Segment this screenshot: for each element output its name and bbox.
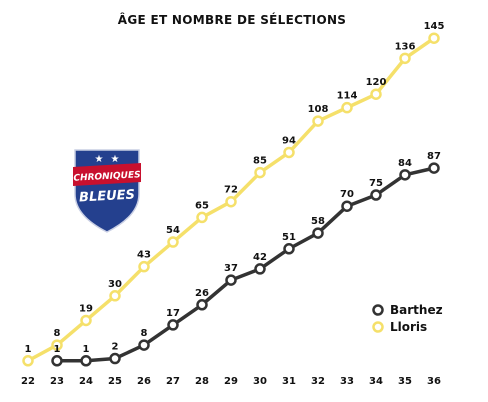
- data-point-barthez: [138, 339, 150, 351]
- data-label-lloris: 30: [108, 279, 122, 290]
- data-point-barthez: [370, 189, 382, 201]
- data-point-barthez: [225, 274, 237, 286]
- data-point-lloris: [51, 339, 63, 351]
- x-tick-label: 29: [224, 376, 238, 387]
- x-tick-label: 35: [398, 376, 412, 387]
- data-label-barthez: 37: [224, 263, 238, 274]
- x-tick-label: 30: [253, 376, 267, 387]
- data-point-barthez: [51, 355, 63, 367]
- x-tick-label: 27: [166, 376, 180, 387]
- data-point-lloris: [109, 290, 121, 302]
- legend-marker-lloris: [372, 321, 384, 333]
- data-label-lloris: 19: [79, 303, 93, 314]
- x-tick-label: 32: [311, 376, 325, 387]
- data-label-lloris: 136: [395, 41, 416, 52]
- data-point-barthez: [283, 243, 295, 255]
- chronique-bleues-logo: ★ ★ CHRONIQUES BLEUES: [73, 149, 141, 233]
- data-point-lloris: [428, 32, 440, 44]
- data-point-barthez: [341, 200, 353, 212]
- legend: Barthez Lloris: [372, 303, 443, 334]
- data-point-lloris: [341, 101, 353, 114]
- data-label-lloris: 65: [195, 200, 209, 211]
- data-label-barthez: 84: [398, 158, 412, 169]
- logo-line2: BLEUES: [79, 188, 136, 206]
- data-point-lloris: [196, 211, 208, 224]
- x-tick-label: 23: [50, 376, 64, 387]
- data-point-barthez: [428, 162, 440, 174]
- data-point-barthez: [399, 169, 411, 181]
- x-tick-label: 24: [79, 376, 93, 387]
- data-point-lloris: [370, 88, 382, 100]
- data-point-barthez: [196, 299, 208, 311]
- data-label-lloris: 108: [308, 104, 329, 115]
- data-label-barthez: 8: [141, 328, 148, 339]
- data-point-lloris: [283, 146, 295, 159]
- data-point-lloris: [167, 236, 179, 248]
- legend-label-barthez: Barthez: [390, 303, 443, 317]
- logo-red-band: [73, 163, 141, 186]
- data-label-barthez: 87: [427, 151, 441, 162]
- x-tick-label: 31: [282, 376, 296, 387]
- data-label-barthez: 58: [311, 216, 325, 227]
- data-label-barthez: 1: [83, 344, 90, 355]
- legend-marker-barthez: [372, 304, 384, 316]
- data-label-lloris: 72: [224, 185, 238, 196]
- x-tick-label: 34: [369, 376, 383, 387]
- data-label-lloris: 120: [366, 77, 387, 88]
- x-tick-label: 26: [137, 376, 151, 387]
- data-label-lloris: 54: [166, 225, 180, 236]
- data-label-lloris: 43: [137, 250, 151, 261]
- x-tick-label: 33: [340, 376, 354, 387]
- data-label-lloris: 94: [282, 135, 296, 146]
- data-label-barthez: 17: [166, 308, 180, 319]
- data-label-barthez: 42: [253, 252, 267, 263]
- data-point-barthez: [80, 355, 92, 367]
- data-point-lloris: [138, 260, 150, 273]
- data-label-lloris: 8: [54, 328, 61, 339]
- data-point-lloris: [22, 355, 34, 367]
- data-label-barthez: 1: [54, 344, 61, 355]
- data-point-barthez: [167, 319, 179, 331]
- data-point-lloris: [80, 314, 92, 327]
- data-point-lloris: [225, 195, 237, 208]
- data-point-lloris: [312, 115, 324, 127]
- data-point-lloris: [399, 52, 411, 65]
- data-label-lloris: 1: [25, 344, 32, 355]
- x-tick-label: 28: [195, 376, 209, 387]
- data-label-barthez: 26: [195, 288, 209, 299]
- data-point-barthez: [254, 263, 266, 275]
- data-label-barthez: 51: [282, 232, 296, 243]
- chart-title: ÂGE ET NOMBRE DE SÉLECTIONS: [118, 12, 346, 27]
- data-point-lloris: [254, 166, 266, 179]
- data-label-barthez: 2: [112, 342, 119, 353]
- x-tick-label: 25: [108, 376, 122, 387]
- data-point-barthez: [109, 352, 121, 365]
- logo-line1: CHRONIQUES: [73, 170, 141, 184]
- logo-star-left: ★: [95, 154, 104, 165]
- x-tick-label: 36: [427, 376, 441, 387]
- data-point-barthez: [312, 227, 324, 239]
- data-label-barthez: 70: [340, 189, 354, 200]
- x-tick-label: 22: [21, 376, 35, 387]
- data-label-lloris: 145: [424, 21, 445, 32]
- data-label-barthez: 75: [369, 178, 383, 189]
- data-label-lloris: 85: [253, 156, 267, 167]
- logo-star-right: ★: [111, 154, 120, 165]
- legend-label-lloris: Lloris: [390, 320, 427, 334]
- data-label-lloris: 114: [337, 91, 358, 102]
